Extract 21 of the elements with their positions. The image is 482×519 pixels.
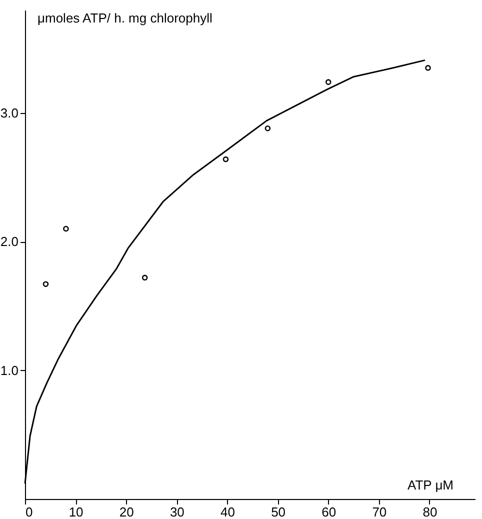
x-axis-title: ATP μM xyxy=(407,478,454,492)
point xyxy=(325,79,332,85)
x-tick-label: 60 xyxy=(322,504,336,519)
point xyxy=(63,226,69,232)
x-tick-label: 50 xyxy=(271,504,286,519)
point xyxy=(42,281,49,287)
x-tick-label: 40 xyxy=(220,504,235,519)
x-tick-label: 30 xyxy=(170,504,184,519)
x-tick-label: 80 xyxy=(422,504,438,519)
y-tick-label: 1.0 xyxy=(0,362,18,378)
x-tick-label: 10 xyxy=(68,504,84,519)
y-tick-label: 2.0 xyxy=(0,234,18,250)
point xyxy=(222,156,229,162)
point xyxy=(142,274,148,281)
x-tick-label: 70 xyxy=(372,504,387,519)
x-tick-label: 0 xyxy=(26,504,33,519)
point xyxy=(425,65,431,71)
point xyxy=(264,126,271,132)
x-tick-label: 20 xyxy=(119,504,134,519)
y-tick-label: 3.0 xyxy=(0,105,18,120)
y-axis-title: μmoles ATP/ h. mg chlorophyll xyxy=(38,10,212,26)
